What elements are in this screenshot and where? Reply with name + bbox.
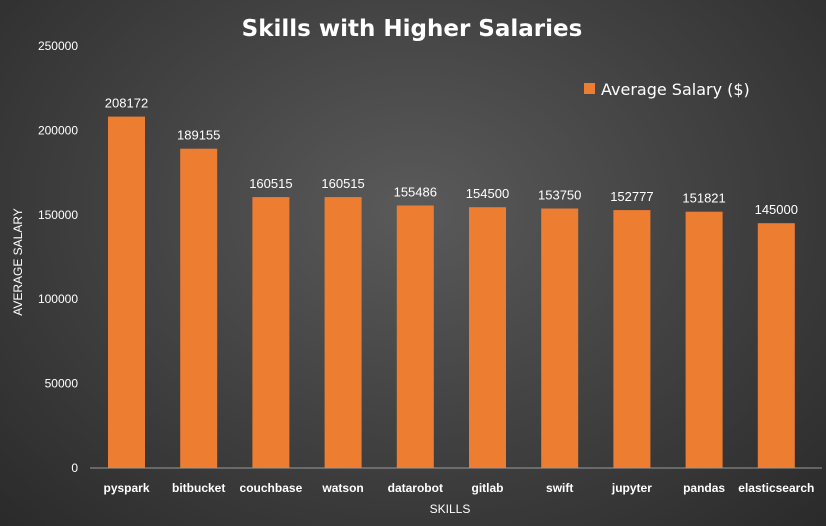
x-tick-label: pandas bbox=[683, 481, 725, 495]
bar-jupyter bbox=[613, 210, 651, 468]
data-label: 152777 bbox=[610, 189, 653, 204]
data-label: 151821 bbox=[682, 191, 725, 206]
data-label: 153750 bbox=[538, 188, 581, 203]
data-label: 154500 bbox=[466, 186, 509, 201]
x-tick-label: datarobot bbox=[388, 481, 443, 495]
legend-swatch bbox=[584, 83, 595, 94]
y-axis-title: AVERAGE SALARY bbox=[11, 208, 25, 316]
x-tick-label: jupyter bbox=[611, 481, 652, 495]
legend-label: Average Salary ($) bbox=[601, 80, 750, 99]
data-label: 145000 bbox=[755, 202, 798, 217]
bar-elasticsearch bbox=[757, 223, 795, 468]
y-tick-label: 100000 bbox=[38, 292, 78, 306]
x-axis-title: SKILLS bbox=[430, 502, 471, 516]
data-labels: 208172 189155 160515 160515 155486 154500 1537… bbox=[105, 96, 798, 218]
data-label: 208172 bbox=[105, 96, 148, 111]
legend: Average Salary ($) bbox=[584, 80, 750, 99]
bar-datarobot bbox=[396, 205, 434, 468]
x-tick-label: couchbase bbox=[240, 481, 303, 495]
y-tick-label: 0 bbox=[71, 461, 78, 475]
x-tick-label: watson bbox=[321, 481, 363, 495]
bar-gitlab bbox=[469, 207, 506, 468]
x-tick-label: pyspark bbox=[103, 481, 149, 495]
x-tick-label: gitlab bbox=[472, 481, 504, 495]
y-tick-label: 150000 bbox=[38, 208, 78, 222]
x-axis-ticks: pyspark bitbucket couchbase watson datarobot… bbox=[103, 481, 814, 495]
bar-pyspark bbox=[108, 116, 145, 468]
data-label: 160515 bbox=[321, 176, 364, 191]
y-axis-ticks: 0 50000 100000 150000 200000 250000 bbox=[38, 39, 78, 475]
y-tick-label: 50000 bbox=[45, 377, 79, 391]
bar-bitbucket bbox=[180, 148, 218, 468]
x-tick-label: elasticsearch bbox=[738, 481, 814, 495]
bar-swift bbox=[541, 208, 579, 468]
bars bbox=[108, 116, 795, 468]
bar-pandas bbox=[685, 211, 723, 468]
data-label: 189155 bbox=[177, 128, 220, 143]
data-label: 160515 bbox=[249, 176, 292, 191]
bar-couchbase bbox=[252, 197, 290, 468]
x-tick-label: bitbucket bbox=[172, 481, 225, 495]
x-tick-label: swift bbox=[546, 481, 573, 495]
y-tick-label: 250000 bbox=[38, 39, 78, 53]
y-tick-label: 200000 bbox=[38, 123, 78, 137]
bar-watson bbox=[324, 197, 362, 468]
chart-title: Skills with Higher Salaries bbox=[242, 16, 583, 42]
data-label: 155486 bbox=[394, 185, 437, 200]
